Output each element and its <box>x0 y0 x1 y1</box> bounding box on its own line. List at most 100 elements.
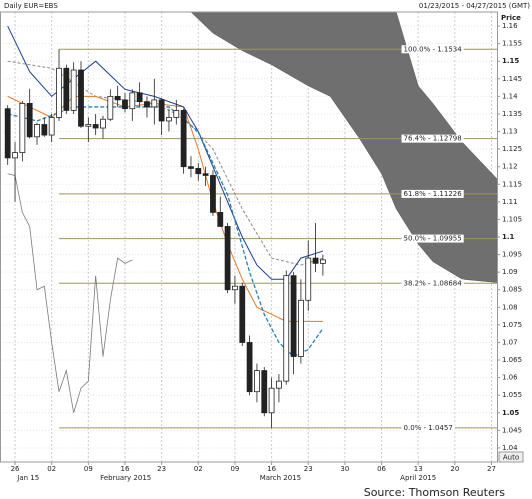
indicator-line <box>7 173 133 413</box>
x-tick-label: 02 <box>194 465 203 473</box>
candle-body <box>107 95 114 120</box>
y-tick-label: 1.07 <box>502 338 518 346</box>
x-tick-label: 20 <box>450 465 459 473</box>
candle-body <box>41 124 48 136</box>
candle-body <box>305 257 312 301</box>
y-tick-label: 1.045 <box>502 426 522 434</box>
candle-body <box>268 387 275 414</box>
candle-body <box>144 101 150 108</box>
x-tick-label: 02 <box>47 465 56 473</box>
candle-body <box>180 110 187 168</box>
candle-body <box>78 69 84 127</box>
candle-body <box>122 99 128 110</box>
candle-body <box>92 124 99 129</box>
candle-body <box>246 342 253 393</box>
x-tick-label: 09 <box>84 465 93 473</box>
fib-label-bg <box>401 134 464 143</box>
candle-body <box>63 67 70 111</box>
fib-label-bg <box>401 189 464 198</box>
fib-label-bg <box>401 45 464 54</box>
fib-label: 61.8% - 1.11226 <box>404 190 463 198</box>
y-tick-label: 1.06 <box>502 374 518 382</box>
y-tick-label: 1.145 <box>502 75 522 83</box>
fib-label-bg <box>401 234 464 243</box>
x-tick-label: 23 <box>157 465 166 473</box>
x-tick-label: 16 <box>267 465 276 473</box>
candle-body <box>312 257 319 264</box>
candle-body <box>298 299 304 357</box>
y-tick-label: 1.05 <box>502 409 519 417</box>
x-tick-label: 09 <box>230 465 239 473</box>
y-tick-label: 1.055 <box>502 391 522 399</box>
candle-body <box>239 285 246 343</box>
candle-body <box>210 175 216 213</box>
y-tick-label: 1.09 <box>502 268 518 276</box>
fib-label: 38.2% - 1.08684 <box>404 279 463 287</box>
x-tick-label: 30 <box>340 465 349 473</box>
y-tick-label: 1.08 <box>502 303 518 311</box>
fib-label: 50.0% - 1.09955 <box>404 235 462 243</box>
y-tick-label: 1.16 <box>502 22 518 30</box>
candle-body <box>4 108 11 159</box>
cloud <box>190 12 497 283</box>
candle-body <box>166 117 172 122</box>
candle-body <box>151 99 158 108</box>
candle-body <box>26 103 33 138</box>
y-tick-label: 1.12 <box>502 163 518 171</box>
y-tick-label: 1.135 <box>502 110 522 118</box>
y-tick-label: 1.085 <box>502 286 522 294</box>
fib-label-bg <box>401 423 455 432</box>
auto-label[interactable]: Auto <box>503 454 519 462</box>
candle-body <box>158 99 165 122</box>
candle-body <box>173 110 180 118</box>
candle-body <box>48 117 55 136</box>
y-tick-label: 1.065 <box>502 356 522 364</box>
y-tick-label: 1.15 <box>502 57 519 65</box>
fib-label: 76.4% - 1.12798 <box>404 135 462 143</box>
candle-body <box>12 152 18 159</box>
y-tick-label: 1.115 <box>502 180 522 188</box>
x-tick-label: 06 <box>377 465 386 473</box>
month-label: Jan 15 <box>16 474 39 482</box>
candle-body <box>19 103 26 154</box>
source: Source: Thomson Reuters <box>364 486 506 499</box>
candle-body <box>254 370 260 393</box>
candle-body <box>320 259 326 264</box>
candle-body <box>217 211 224 227</box>
fib-label: 0.0% - 1.0457 <box>404 424 453 432</box>
month-label: February 2015 <box>100 474 151 482</box>
candle-body <box>100 118 106 129</box>
x-tick-label: 13 <box>414 465 423 473</box>
y-tick-label: 1.075 <box>502 321 522 329</box>
y-tick-label: 1.14 <box>502 92 518 100</box>
candle-body <box>129 92 136 110</box>
chart-title: Daily EUR=EBS <box>4 2 58 10</box>
y-tick-label: 1.11 <box>502 198 518 206</box>
y-tick-label: 1.125 <box>502 145 522 153</box>
fib-label: 100.0% - 1.1534 <box>404 45 463 53</box>
x-tick-label: 26 <box>11 465 20 473</box>
date-range: 01/23/2015 - 04/27/2015 (GMT) <box>419 2 530 10</box>
candle-body <box>283 275 290 382</box>
candle-body <box>276 380 282 389</box>
candle-body <box>56 67 62 118</box>
candle-body <box>290 275 297 357</box>
candle-body <box>34 124 40 138</box>
month-label: April 2015 <box>400 474 436 482</box>
x-tick-label: 16 <box>121 465 130 473</box>
axis-title: Price <box>501 14 521 22</box>
y-tick-label: 1.1 <box>502 233 515 241</box>
y-tick-label: 1.155 <box>502 40 522 48</box>
fib-label-bg <box>401 279 464 288</box>
auto-button[interactable] <box>498 451 524 463</box>
y-tick-label: 1.095 <box>502 251 522 259</box>
candle-body <box>136 92 143 103</box>
candle-body <box>195 168 202 175</box>
month-label: March 2015 <box>260 474 301 482</box>
y-tick-label: 1.105 <box>502 215 522 223</box>
candle-body <box>188 166 194 169</box>
candle-body <box>70 69 77 111</box>
candle-body <box>114 95 121 101</box>
plot: 100.0% - 1.1534 76.4% - 1.12798 61.8% - 1.… <box>0 12 497 462</box>
